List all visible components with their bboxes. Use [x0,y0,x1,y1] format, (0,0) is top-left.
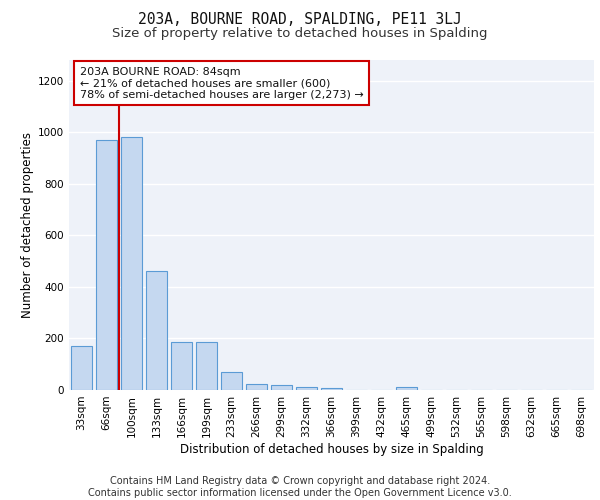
Text: Size of property relative to detached houses in Spalding: Size of property relative to detached ho… [112,28,488,40]
Text: 203A, BOURNE ROAD, SPALDING, PE11 3LJ: 203A, BOURNE ROAD, SPALDING, PE11 3LJ [138,12,462,28]
Bar [246,384,267,390]
Bar [96,140,117,390]
Bar [271,386,292,390]
Bar [196,342,217,390]
Text: Contains HM Land Registry data © Crown copyright and database right 2024.
Contai: Contains HM Land Registry data © Crown c… [88,476,512,498]
Bar [321,388,342,390]
Bar [221,372,242,390]
Bar [146,272,167,390]
Bar [296,387,317,390]
Text: 203A BOURNE ROAD: 84sqm
← 21% of detached houses are smaller (600)
78% of semi-d: 203A BOURNE ROAD: 84sqm ← 21% of detache… [79,66,363,100]
Bar [396,387,417,390]
Bar [171,342,192,390]
Y-axis label: Number of detached properties: Number of detached properties [21,132,34,318]
X-axis label: Distribution of detached houses by size in Spalding: Distribution of detached houses by size … [179,442,484,456]
Bar [71,346,92,390]
Bar [121,138,142,390]
